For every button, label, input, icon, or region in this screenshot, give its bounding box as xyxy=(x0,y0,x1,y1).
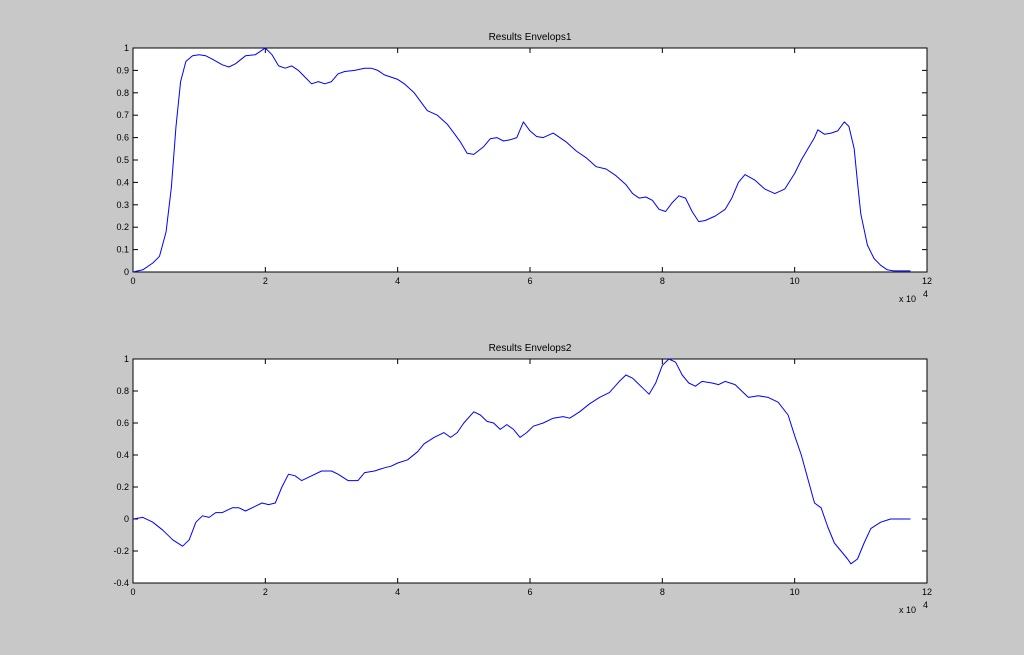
y-tick-label: 0.4 xyxy=(116,450,129,460)
x-tick-label: 8 xyxy=(660,587,665,597)
plot-area xyxy=(132,358,928,584)
y-tick-label: 1 xyxy=(124,354,129,364)
series-line-1 xyxy=(132,47,911,273)
x-exponent-label: x 10 xyxy=(899,294,916,304)
y-tick-label: 0.3 xyxy=(116,200,129,210)
y-tick-label: 0.7 xyxy=(116,110,129,120)
x-tick-label: 6 xyxy=(527,587,532,597)
x-tick-label: 10 xyxy=(790,276,800,286)
y-tick-label: 0.5 xyxy=(116,155,129,165)
x-tick-label: 2 xyxy=(263,587,268,597)
y-tick-label: 0 xyxy=(124,514,129,524)
x-tick-label: 6 xyxy=(527,276,532,286)
x-exponent-label: x 10 xyxy=(899,605,916,615)
x-tick-label: 8 xyxy=(660,276,665,286)
y-tick-label: 0.8 xyxy=(116,88,129,98)
x-tick-label: 4 xyxy=(395,587,400,597)
series-line-1 xyxy=(132,358,911,565)
x-exponent-power: 4 xyxy=(923,600,928,610)
y-tick-label: -0.2 xyxy=(113,546,129,556)
x-tick-label: 0 xyxy=(130,276,135,286)
y-tick-label: 1 xyxy=(124,43,129,53)
chart-title: Results Envelops1 xyxy=(489,32,572,43)
y-tick-label: 0.6 xyxy=(116,133,129,143)
y-tick-label: 0.9 xyxy=(116,65,129,75)
x-tick-label: 10 xyxy=(790,587,800,597)
y-tick-label: 0.4 xyxy=(116,177,129,187)
x-tick-label: 4 xyxy=(395,276,400,286)
x-tick-label: 0 xyxy=(130,587,135,597)
y-tick-label: 0 xyxy=(124,267,129,277)
chart-2: Results Envelops2 0 2 4 6 8 10 12 -0.4 -0.2 0 0.2 0.… xyxy=(113,343,932,615)
y-tick-label: 0.2 xyxy=(116,222,129,232)
chart-1: Results Envelops1 0 2 4 6 8 10 12 0 0.1 0.2 0.3 0.4 0… xyxy=(116,32,932,304)
x-tick-label: 12 xyxy=(922,276,932,286)
y-tick-label: 0.2 xyxy=(116,482,129,492)
x-exponent-power: 4 xyxy=(923,289,928,299)
y-tick-label: 0.8 xyxy=(116,386,129,396)
x-tick-label: 2 xyxy=(263,276,268,286)
y-tick-label: 0.1 xyxy=(116,245,129,255)
chart-title: Results Envelops2 xyxy=(489,343,572,354)
y-tick-label: 0.6 xyxy=(116,418,129,428)
x-tick-label: 12 xyxy=(922,587,932,597)
y-tick-label: -0.4 xyxy=(113,578,129,588)
plot-area xyxy=(132,47,928,273)
